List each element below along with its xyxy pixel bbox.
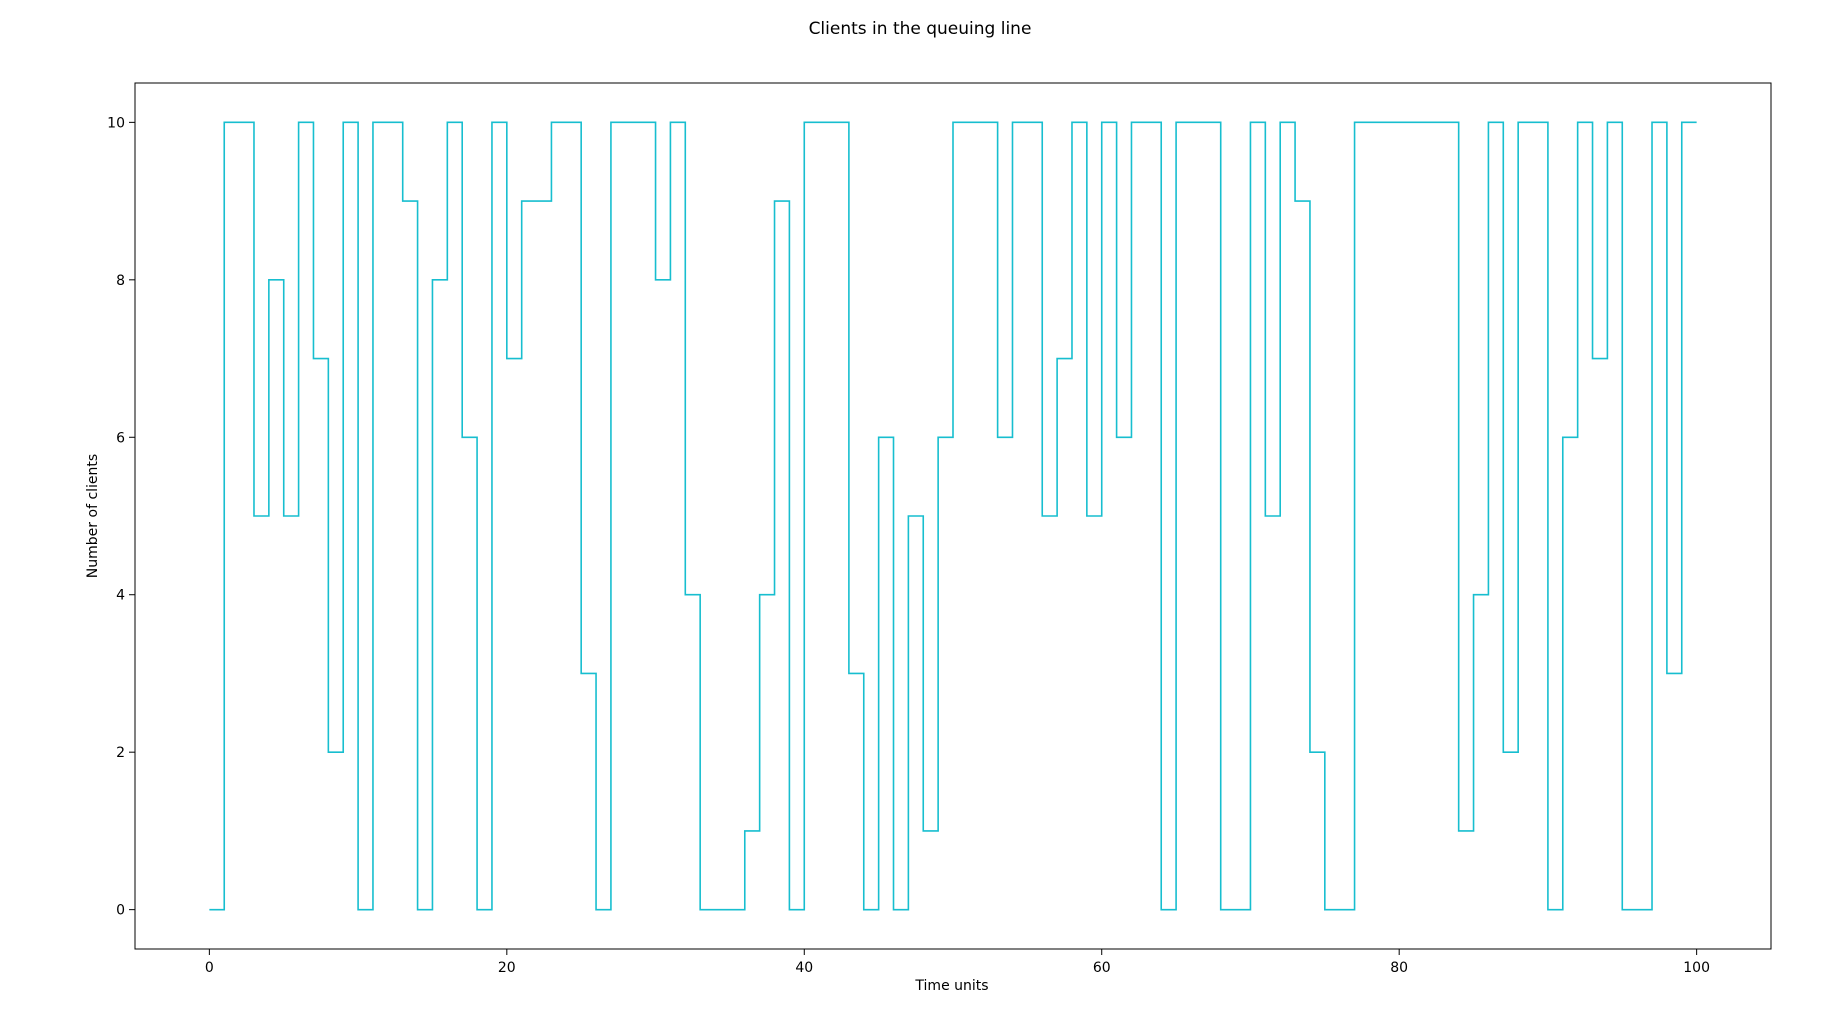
y-axis-label: Number of clients — [85, 454, 101, 578]
axes-frame — [134, 82, 1772, 950]
x-tick-label: 60 — [1093, 960, 1111, 976]
plot-area — [209, 121, 1697, 911]
series-line-0 — [209, 121, 1697, 911]
chart-title: Clients in the queuing line — [809, 19, 1032, 39]
x-tick-label: 0 — [205, 960, 214, 976]
x-tick-label: 20 — [498, 960, 516, 976]
x-tick-label: 100 — [1683, 960, 1710, 976]
y-tick-label: 8 — [116, 273, 125, 289]
y-tick-label: 0 — [116, 903, 125, 919]
x-axis-label: Time units — [914, 978, 988, 994]
y-axis: 0 2 4 6 8 10 — [107, 115, 135, 919]
x-tick-label: 40 — [795, 960, 813, 976]
x-tick-label: 80 — [1390, 960, 1408, 976]
y-tick-label: 2 — [116, 745, 125, 761]
y-tick-label: 10 — [107, 115, 125, 131]
x-axis: 0 20 40 60 80 100 — [205, 949, 1710, 976]
y-tick-label: 4 — [116, 588, 125, 604]
y-tick-label: 6 — [116, 430, 125, 446]
